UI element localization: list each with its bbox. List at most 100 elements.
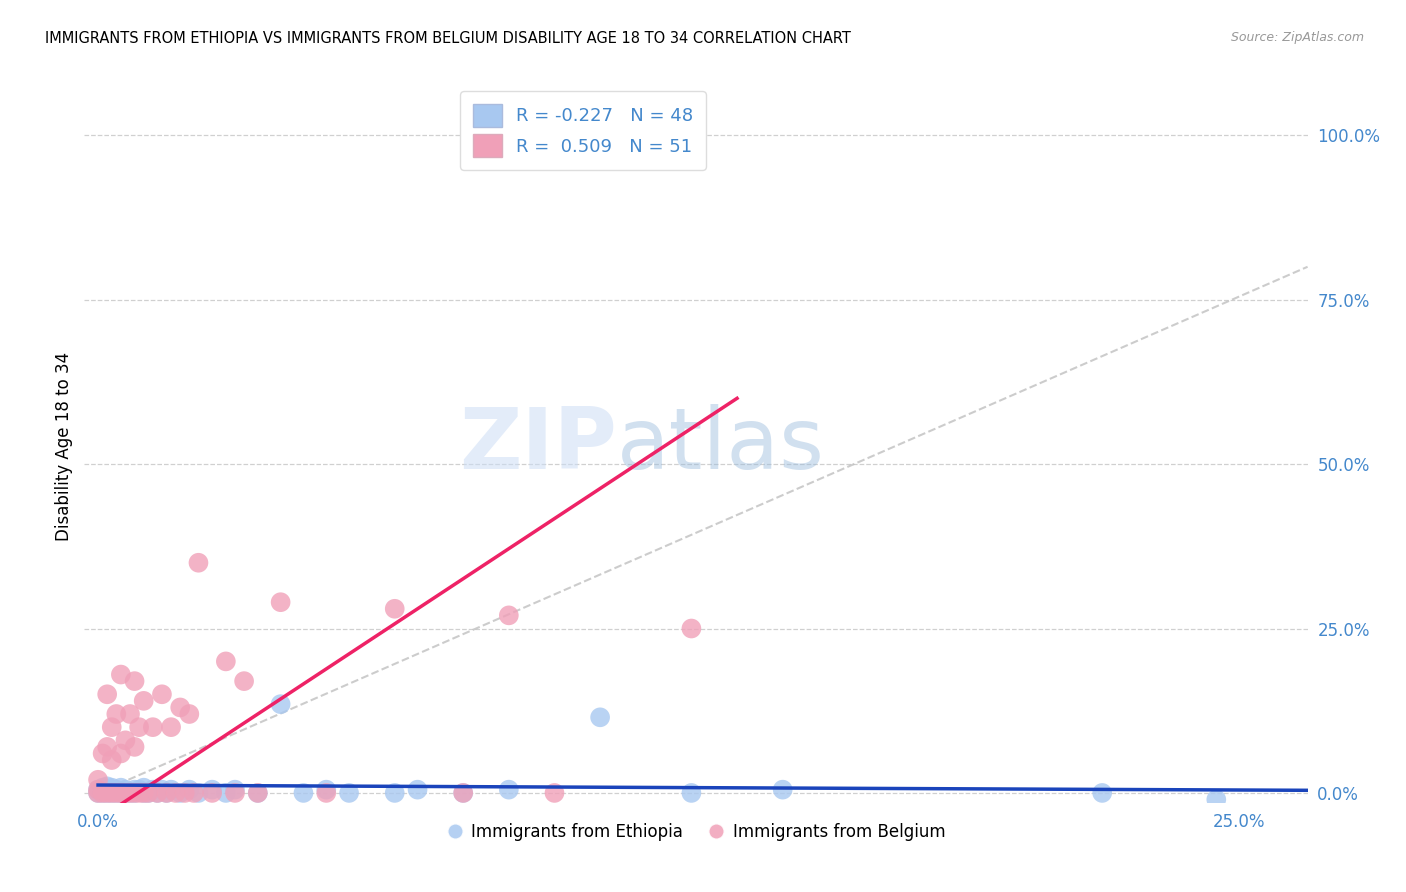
- Point: [451, 786, 474, 800]
- Point: [246, 786, 269, 800]
- Point: [1205, 792, 1227, 806]
- Point: [224, 786, 246, 800]
- Point: [246, 786, 269, 800]
- Point: [110, 667, 132, 681]
- Point: [96, 782, 118, 797]
- Point: [146, 786, 169, 800]
- Point: [233, 674, 256, 689]
- Point: [270, 697, 292, 711]
- Point: [128, 782, 150, 797]
- Point: [384, 601, 406, 615]
- Point: [87, 786, 110, 800]
- Point: [187, 556, 209, 570]
- Text: IMMIGRANTS FROM ETHIOPIA VS IMMIGRANTS FROM BELGIUM DISABILITY AGE 18 TO 34 CORR: IMMIGRANTS FROM ETHIOPIA VS IMMIGRANTS F…: [45, 31, 851, 46]
- Point: [146, 786, 169, 800]
- Point: [100, 720, 122, 734]
- Point: [315, 782, 337, 797]
- Point: [215, 654, 238, 668]
- Point: [132, 786, 155, 800]
- Point: [136, 786, 159, 800]
- Point: [100, 753, 122, 767]
- Point: [543, 786, 565, 800]
- Point: [337, 786, 360, 800]
- Point: [160, 720, 183, 734]
- Point: [681, 786, 703, 800]
- Point: [105, 786, 128, 800]
- Point: [1091, 786, 1114, 800]
- Point: [160, 782, 183, 797]
- Point: [87, 786, 110, 800]
- Point: [124, 786, 146, 800]
- Point: [451, 786, 474, 800]
- Point: [384, 786, 406, 800]
- Point: [105, 782, 128, 797]
- Point: [91, 786, 114, 800]
- Point: [183, 786, 205, 800]
- Text: ZIP: ZIP: [458, 404, 616, 488]
- Point: [91, 780, 114, 795]
- Point: [179, 782, 201, 797]
- Point: [681, 622, 703, 636]
- Point: [105, 786, 128, 800]
- Point: [155, 786, 177, 800]
- Point: [772, 782, 794, 797]
- Point: [292, 786, 315, 800]
- Point: [96, 739, 118, 754]
- Point: [132, 780, 155, 795]
- Point: [498, 782, 520, 797]
- Point: [224, 782, 246, 797]
- Point: [124, 782, 146, 797]
- Point: [91, 786, 114, 800]
- Point: [270, 595, 292, 609]
- Point: [150, 782, 173, 797]
- Point: [187, 786, 209, 800]
- Point: [201, 782, 224, 797]
- Point: [87, 782, 110, 797]
- Point: [110, 747, 132, 761]
- Point: [128, 786, 150, 800]
- Point: [114, 782, 136, 797]
- Text: Source: ZipAtlas.com: Source: ZipAtlas.com: [1230, 31, 1364, 45]
- Point: [114, 786, 136, 800]
- Point: [132, 786, 155, 800]
- Point: [215, 786, 238, 800]
- Point: [114, 733, 136, 747]
- Point: [110, 786, 132, 800]
- Point: [100, 786, 122, 800]
- Point: [169, 786, 191, 800]
- Point: [128, 720, 150, 734]
- Point: [118, 786, 141, 800]
- Point: [96, 786, 118, 800]
- Point: [124, 739, 146, 754]
- Point: [87, 772, 110, 787]
- Point: [406, 782, 429, 797]
- Point: [118, 786, 141, 800]
- Point: [142, 720, 165, 734]
- Point: [124, 674, 146, 689]
- Point: [91, 747, 114, 761]
- Point: [100, 782, 122, 797]
- Legend: Immigrants from Ethiopia, Immigrants from Belgium: Immigrants from Ethiopia, Immigrants fro…: [440, 817, 952, 848]
- Point: [201, 786, 224, 800]
- Point: [96, 786, 118, 800]
- Point: [173, 786, 195, 800]
- Point: [105, 706, 128, 721]
- Point: [110, 786, 132, 800]
- Point: [114, 786, 136, 800]
- Point: [150, 687, 173, 701]
- Point: [142, 782, 165, 797]
- Point: [100, 786, 122, 800]
- Point: [132, 694, 155, 708]
- Point: [96, 780, 118, 794]
- Point: [124, 786, 146, 800]
- Point: [498, 608, 520, 623]
- Point: [118, 706, 141, 721]
- Point: [110, 780, 132, 795]
- Point: [96, 687, 118, 701]
- Point: [589, 710, 612, 724]
- Point: [87, 782, 110, 797]
- Point: [315, 786, 337, 800]
- Y-axis label: Disability Age 18 to 34: Disability Age 18 to 34: [55, 351, 73, 541]
- Text: atlas: atlas: [616, 404, 824, 488]
- Point: [155, 786, 177, 800]
